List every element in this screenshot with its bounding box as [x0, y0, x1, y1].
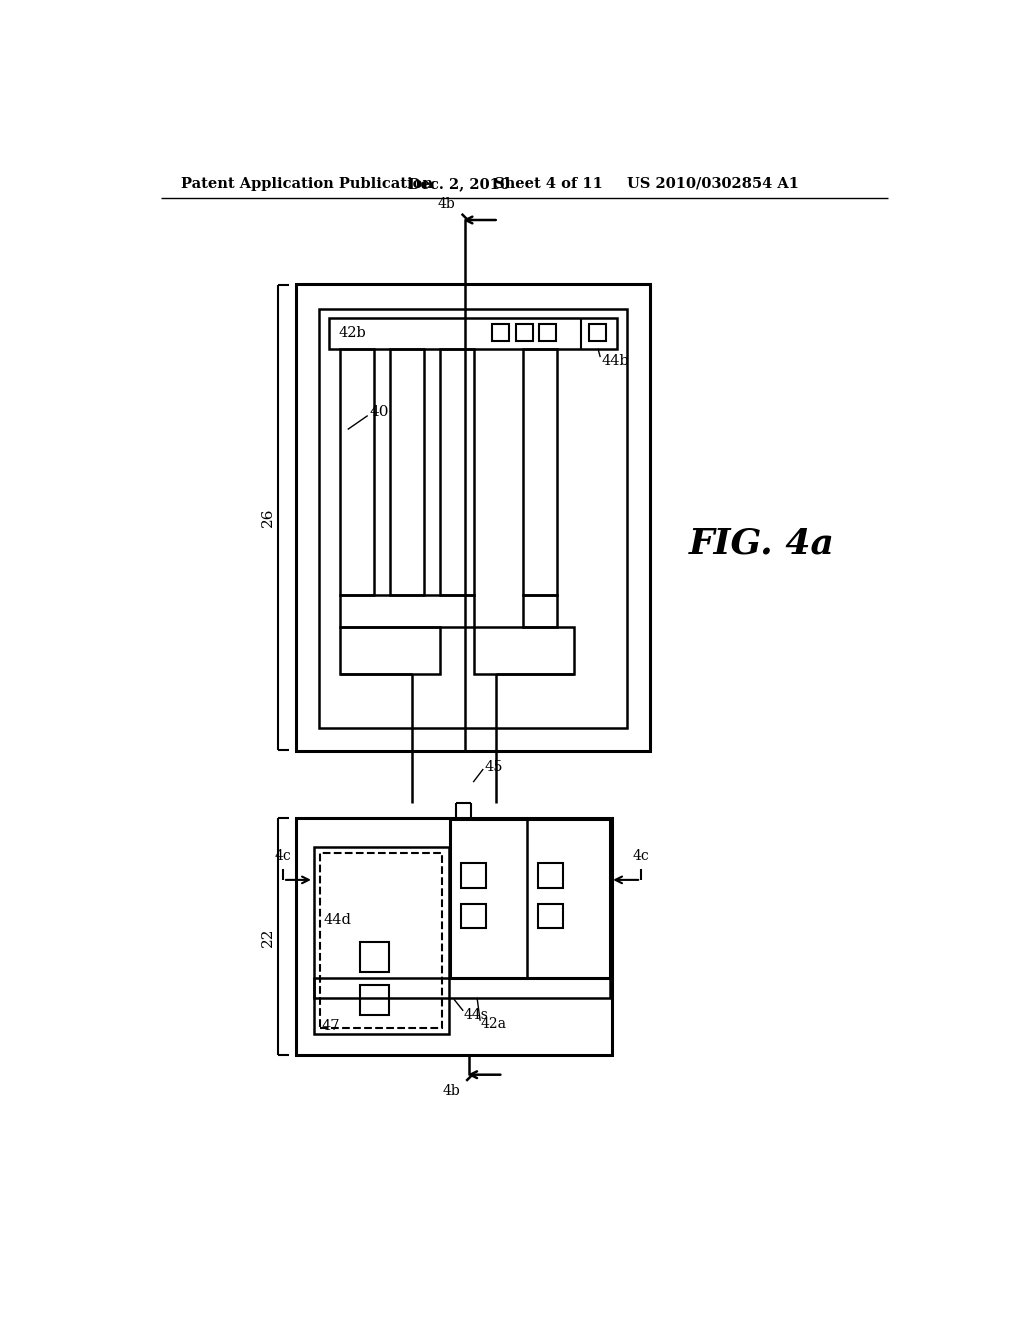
- Bar: [390, 348, 424, 595]
- Text: 42b: 42b: [339, 326, 367, 341]
- Bar: [296, 818, 611, 1056]
- Text: US 2010/0302854 A1: US 2010/0302854 A1: [628, 177, 799, 191]
- Bar: [440, 348, 474, 595]
- Text: 44b: 44b: [602, 354, 630, 368]
- Bar: [523, 348, 557, 595]
- Bar: [474, 627, 574, 673]
- Text: 4c: 4c: [274, 849, 292, 863]
- Bar: [319, 853, 442, 1028]
- Text: Patent Application Publication: Patent Application Publication: [180, 177, 432, 191]
- Bar: [340, 627, 440, 673]
- Bar: [340, 595, 474, 627]
- Text: 4c: 4c: [633, 849, 649, 863]
- Bar: [523, 595, 557, 627]
- Bar: [313, 847, 449, 1034]
- Text: FIG. 4a: FIG. 4a: [689, 527, 835, 561]
- Bar: [539, 323, 556, 341]
- Text: 47: 47: [322, 1019, 340, 1034]
- Bar: [515, 323, 532, 341]
- Text: 40: 40: [370, 405, 389, 420]
- Bar: [538, 863, 562, 887]
- Bar: [340, 348, 374, 595]
- Text: Sheet 4 of 11: Sheet 4 of 11: [494, 177, 603, 191]
- Text: 4b: 4b: [437, 197, 456, 211]
- Bar: [451, 818, 610, 978]
- Bar: [538, 904, 562, 928]
- Text: 44d: 44d: [323, 913, 351, 927]
- Bar: [360, 942, 389, 972]
- Bar: [360, 985, 389, 1015]
- Text: 4b: 4b: [442, 1084, 460, 1098]
- Text: 26: 26: [261, 508, 274, 528]
- Bar: [313, 978, 610, 998]
- Text: 45: 45: [484, 760, 503, 774]
- Bar: [296, 284, 650, 751]
- Text: 42a: 42a: [481, 1016, 507, 1031]
- Bar: [461, 904, 485, 928]
- Bar: [590, 323, 606, 341]
- Bar: [461, 863, 485, 887]
- Bar: [319, 309, 628, 729]
- Text: Dec. 2, 2010: Dec. 2, 2010: [408, 177, 510, 191]
- Bar: [330, 318, 617, 348]
- Bar: [493, 323, 509, 341]
- Text: 44s: 44s: [464, 1007, 488, 1022]
- Text: 22: 22: [261, 927, 274, 946]
